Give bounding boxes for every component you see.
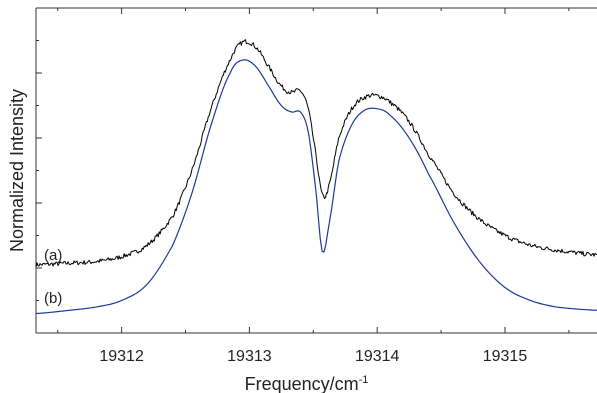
x-axis-title-superscript: -1 (359, 374, 369, 386)
x-axis-ticks: 19312 19313 19314 19315 (57, 8, 570, 365)
series-line-b (35, 59, 597, 315)
plot-frame (35, 7, 597, 334)
curve-label-a: (a) (44, 247, 62, 264)
y-axis-title: Normalized Intensity (7, 89, 27, 252)
x-tick-label: 19315 (483, 348, 528, 365)
y-axis-ticks (36, 7, 42, 334)
series-layer (35, 39, 597, 315)
x-tick-label: 19313 (227, 348, 272, 365)
curve-label-b: (b) (44, 290, 62, 307)
series-line-a (35, 39, 597, 268)
x-tick-label: 19312 (99, 348, 144, 365)
x-tick-label: 19314 (355, 348, 400, 365)
x-axis-title: Frequency/cm-1 (245, 374, 369, 393)
x-axis-title-text: Frequency/cm (245, 374, 359, 393)
